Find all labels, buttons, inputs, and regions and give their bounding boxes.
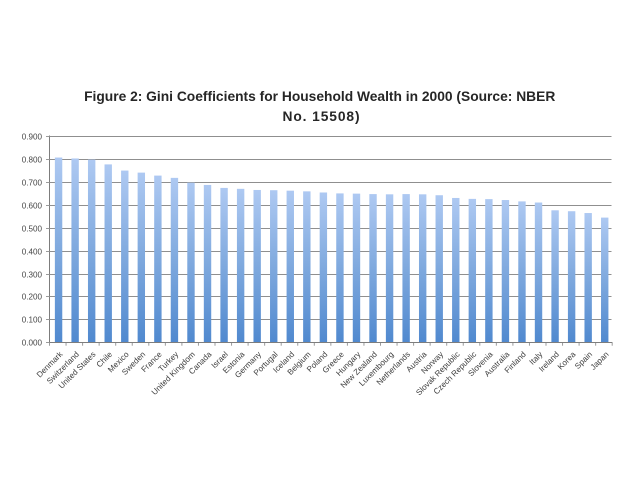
- svg-text:0.100: 0.100: [22, 315, 43, 324]
- svg-text:Figure 2: Gini Coefficients fo: Figure 2: Gini Coefficients for Househol…: [84, 89, 555, 104]
- svg-text:0.400: 0.400: [22, 247, 43, 256]
- svg-text:0.800: 0.800: [22, 155, 43, 164]
- svg-text:0.700: 0.700: [22, 178, 43, 187]
- svg-text:0.900: 0.900: [22, 132, 43, 141]
- svg-text:0.500: 0.500: [22, 224, 43, 233]
- svg-text:0.000: 0.000: [22, 338, 43, 347]
- svg-text:0.600: 0.600: [22, 201, 43, 210]
- svg-text:No. 15508): No. 15508): [282, 109, 360, 124]
- svg-text:0.200: 0.200: [22, 292, 43, 301]
- svg-text:0.300: 0.300: [22, 270, 43, 279]
